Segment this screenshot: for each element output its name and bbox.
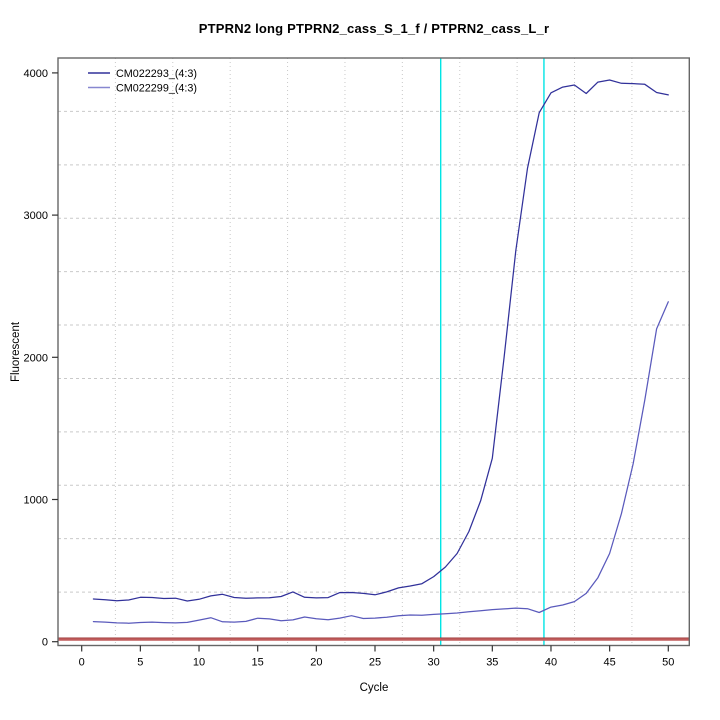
x-tick-label: 25	[369, 657, 381, 669]
x-tick-label: 0	[79, 657, 85, 669]
y-tick-label: 0	[42, 637, 48, 649]
plot-border	[57, 57, 690, 647]
x-tick-label: 40	[545, 657, 557, 669]
x-axis-label: Cycle	[359, 682, 389, 694]
x-tick-label: 5	[137, 657, 143, 669]
y-tick-label: 1000	[24, 495, 48, 507]
y-tick-label: 4000	[24, 68, 48, 80]
x-tick-label: 10	[193, 657, 205, 669]
chart-title: PTPRN2 long PTPRN2_cass_S_1_f / PTPRN2_c…	[198, 21, 550, 36]
y-tick-label: 2000	[24, 352, 48, 364]
x-tick-label: 45	[604, 657, 616, 669]
x-tick-label: 15	[252, 657, 264, 669]
x-tick-label: 35	[486, 657, 498, 669]
x-tick-label: 30	[428, 657, 440, 669]
y-tick-label: 3000	[24, 210, 48, 222]
x-tick-label: 50	[662, 657, 674, 669]
x-tick-label: 20	[310, 657, 322, 669]
legend-entry-label: CM022299_(4:3)	[116, 82, 197, 94]
series-line-CM022299	[92, 301, 669, 624]
legend-entry-label: CM022293_(4:3)	[116, 68, 197, 80]
series-line-CM022293	[92, 79, 669, 602]
